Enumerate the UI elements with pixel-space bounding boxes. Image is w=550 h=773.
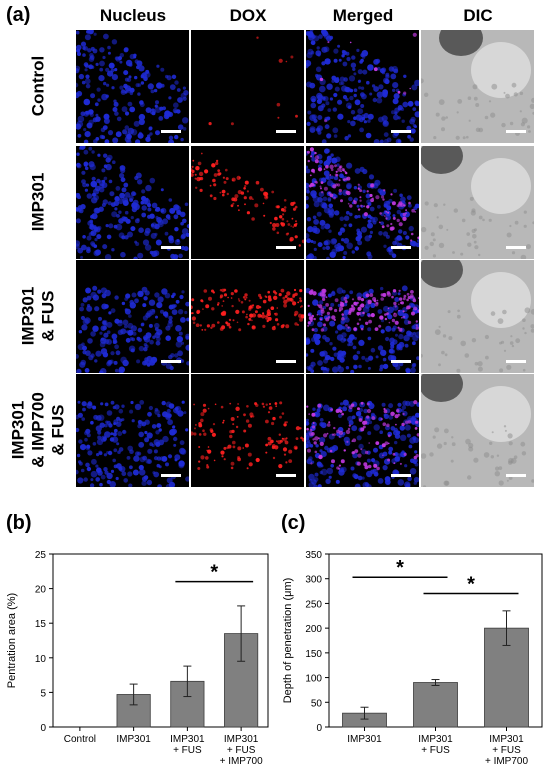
- y-tick-label: 15: [35, 619, 47, 630]
- column-header-merged: Merged: [332, 6, 394, 25]
- micrograph-nucleus: [76, 374, 189, 487]
- micrograph-dic: [421, 30, 534, 143]
- scale-bar: [276, 246, 296, 249]
- row-label-line: IMP301: [18, 286, 38, 346]
- significance-star: *: [210, 562, 218, 584]
- category-label: Control: [64, 734, 96, 745]
- micrograph-dic: [421, 146, 534, 259]
- category-label: + IMP700: [220, 756, 264, 767]
- bar: [413, 682, 458, 728]
- panel-letter: (b): [6, 512, 32, 534]
- column-header-nucleus: Nucleus: [99, 6, 167, 25]
- scale-bar: [161, 130, 181, 133]
- category-label: + FUS: [492, 745, 521, 756]
- scale-bar: [391, 474, 411, 477]
- row-label: Control: [29, 30, 49, 143]
- micrograph-nucleus: [76, 146, 189, 259]
- y-tick-label: 20: [35, 585, 47, 596]
- column-header-dox: DOX: [229, 6, 267, 25]
- row-label-line: & IMP700: [28, 392, 48, 468]
- category-label: IMP301: [170, 734, 205, 745]
- y-axis-label: Pentration area (%): [6, 593, 18, 688]
- category-label: + FUS: [173, 745, 202, 756]
- row-label-line: & FUS: [38, 290, 58, 342]
- row-label-line: IMP301: [28, 172, 48, 232]
- category-label: IMP301: [418, 734, 453, 745]
- y-tick-label: 0: [316, 723, 322, 734]
- y-tick-label: 250: [305, 599, 322, 610]
- micrograph-merged: [306, 30, 419, 143]
- y-tick-label: 5: [40, 688, 46, 699]
- scale-bar: [506, 474, 526, 477]
- panel-letter: (c): [281, 512, 305, 534]
- category-label: IMP301: [347, 734, 382, 745]
- row-label: IMP301 & IMP700 & FUS: [9, 374, 69, 487]
- scale-bar: [161, 474, 181, 477]
- category-label: IMP301: [224, 734, 259, 745]
- row-label: IMP301: [29, 146, 49, 259]
- scale-bar: [276, 130, 296, 133]
- y-tick-label: 50: [311, 698, 323, 709]
- y-tick-label: 25: [35, 550, 47, 561]
- row-label: IMP301 & FUS: [19, 260, 59, 373]
- penetration-depth-chart: (c) 0 50 100 150 200 250 300 350 Depth of penetra…: [281, 512, 543, 767]
- y-tick-label: 350: [305, 550, 322, 561]
- penetration-area-chart: (b) 0 5 10 15 20 25 Pentration area (%) Control I…: [6, 512, 269, 767]
- panel-a-letter: (a): [6, 4, 31, 26]
- y-tick-label: 10: [35, 654, 47, 665]
- row-label-line: IMP301: [8, 400, 28, 460]
- micrograph-merged: [306, 374, 419, 487]
- scale-bar: [161, 360, 181, 363]
- column-header-dic: DIC: [463, 6, 493, 25]
- scale-bar: [276, 360, 296, 363]
- category-label: + IMP700: [485, 756, 529, 767]
- scale-bar: [506, 360, 526, 363]
- plot-frame: [52, 553, 269, 728]
- micrograph-dox: [191, 30, 304, 143]
- micrograph-nucleus: [76, 260, 189, 373]
- scale-bar: [391, 246, 411, 249]
- category-label: IMP301: [116, 734, 151, 745]
- scale-bar: [506, 130, 526, 133]
- y-axis-label: Depth of penetration (μm): [282, 578, 294, 704]
- row-label-line: & FUS: [48, 404, 68, 456]
- micrograph-dox: [191, 260, 304, 373]
- category-label: + FUS: [421, 745, 450, 756]
- y-tick-label: 0: [40, 723, 46, 734]
- micrograph-nucleus: [76, 30, 189, 143]
- micrograph-merged: [306, 146, 419, 259]
- row-label-line: Control: [28, 55, 48, 117]
- category-label: IMP301: [489, 734, 524, 745]
- micrograph-dic: [421, 260, 534, 373]
- y-tick-label: 300: [305, 575, 322, 586]
- scale-bar: [161, 246, 181, 249]
- micrograph-dic: [421, 374, 534, 487]
- micrograph-dox: [191, 374, 304, 487]
- micrograph-merged: [306, 260, 419, 373]
- significance-star: *: [467, 574, 475, 596]
- y-tick-label: 200: [305, 624, 322, 635]
- scale-bar: [506, 246, 526, 249]
- micrograph-dox: [191, 146, 304, 259]
- scale-bar: [391, 360, 411, 363]
- scale-bar: [391, 130, 411, 133]
- scale-bar: [276, 474, 296, 477]
- category-label: + FUS: [227, 745, 256, 756]
- y-tick-label: 150: [305, 649, 322, 660]
- y-tick-label: 100: [305, 674, 322, 685]
- significance-star: *: [396, 557, 404, 579]
